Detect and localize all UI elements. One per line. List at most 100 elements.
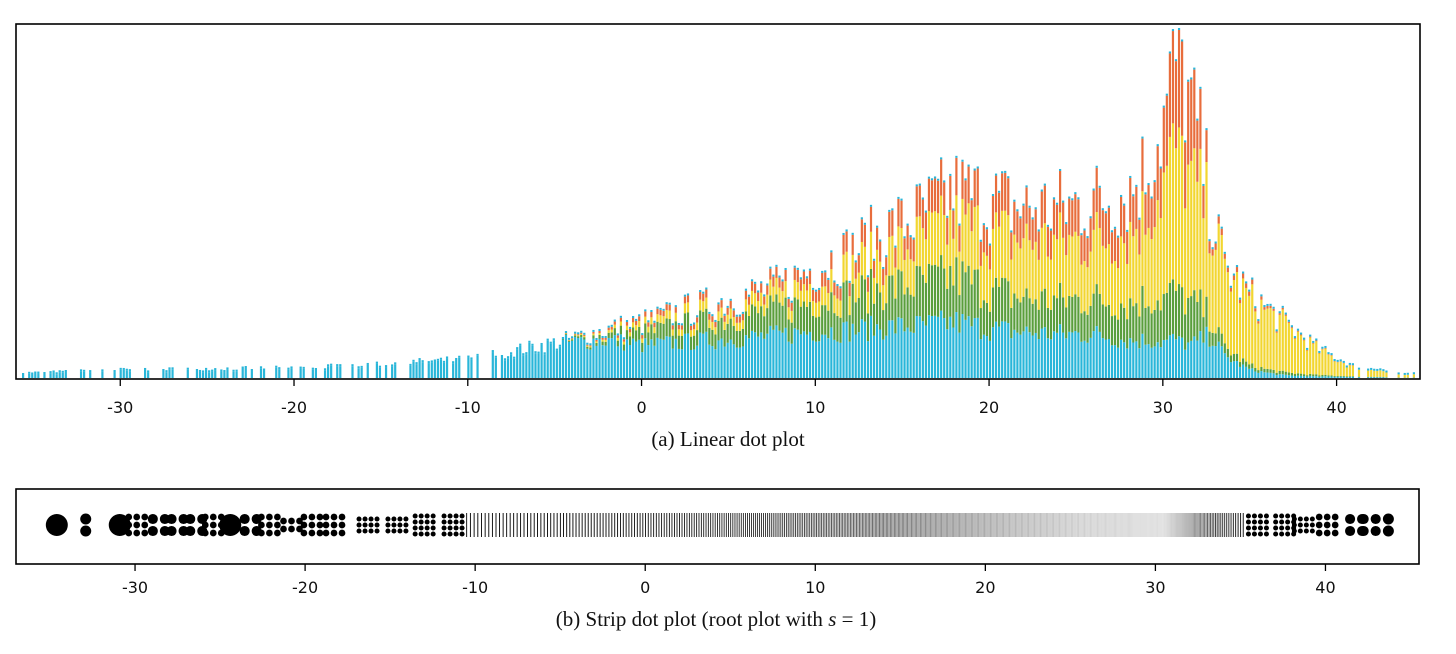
dot-stack-segment	[366, 364, 369, 378]
dot-stack-segment	[836, 298, 839, 316]
dot-stack-segment	[1019, 302, 1022, 335]
dot-stack-segment	[1324, 347, 1327, 349]
dot-stack-segment	[491, 352, 494, 378]
dot-stack-segment	[1242, 358, 1245, 365]
dot-stack-segment	[1138, 219, 1141, 255]
dot-stack-cap	[128, 369, 131, 372]
x-tick-label: -30	[107, 398, 133, 417]
dot-stack-cap	[384, 365, 388, 368]
dot-stack-segment	[1046, 338, 1049, 378]
dot-stack-segment	[226, 369, 229, 378]
dot-stack-cap	[1028, 205, 1031, 208]
dot-stack-segment	[336, 366, 339, 378]
dot-stack-segment	[1370, 369, 1373, 377]
dot-stack-cap	[1324, 345, 1327, 348]
dot-stack-segment	[1278, 374, 1281, 378]
dot-stack-segment	[323, 370, 327, 378]
dot-stack-segment	[879, 329, 882, 378]
dot-stack-segment	[1174, 61, 1178, 149]
dot-stack-segment	[872, 335, 876, 378]
dot-stack-segment	[1379, 377, 1382, 378]
dot-stack-segment	[412, 361, 415, 378]
dot-stack-segment	[1211, 255, 1214, 333]
dot-stack-segment	[741, 313, 744, 321]
dot-stack-segment	[1098, 187, 1101, 228]
dot-stack-segment	[1086, 238, 1089, 268]
dot-stack-segment	[750, 281, 754, 291]
dot-stack-segment	[815, 341, 818, 378]
dot-stack-segment	[58, 372, 61, 378]
dot-stack-segment	[836, 315, 839, 342]
dot-stack-cap	[738, 314, 741, 317]
dot-stack-cap	[723, 313, 726, 316]
dot-stack-segment	[1312, 342, 1315, 344]
dot-stack-segment	[1055, 239, 1059, 299]
dot-stack-segment	[1141, 191, 1144, 286]
dot-stack-segment	[1168, 335, 1171, 378]
dot-stack-segment	[1101, 304, 1104, 339]
dot-stack-segment	[1177, 284, 1181, 337]
dot-stack-cap	[888, 209, 891, 212]
dot-stack-segment	[1303, 376, 1306, 378]
dot-stack-segment	[1001, 321, 1004, 378]
dot-stack-cap	[869, 204, 873, 207]
dot-stack-segment	[891, 210, 894, 236]
dot-stack-segment	[854, 278, 857, 303]
dot-stack-segment	[1269, 369, 1272, 373]
strip-dot	[258, 529, 265, 537]
dot-stack-segment	[830, 292, 833, 328]
dot-stack-cap	[1403, 372, 1406, 375]
dot-stack-segment	[967, 203, 970, 266]
dot-stack-cap	[525, 352, 528, 355]
dot-stack-segment	[1266, 308, 1269, 369]
dot-stack-segment	[918, 216, 921, 267]
dot-stack-segment	[802, 301, 805, 332]
dot-stack-segment	[683, 296, 687, 304]
dot-stack-segment	[1187, 342, 1190, 378]
dot-stack-segment	[943, 318, 946, 378]
dot-stack-segment	[1193, 148, 1196, 291]
dot-stack-segment	[1092, 293, 1095, 332]
dot-stack-cap	[799, 277, 802, 280]
dot-stack-cap	[805, 276, 809, 279]
strip-dot-plot-caption: (b) Strip dot plot (root plot with s = 1…	[556, 607, 876, 631]
dot-stack-segment	[577, 335, 580, 337]
dot-stack-segment	[1123, 307, 1126, 343]
dot-stack-segment	[1077, 332, 1080, 378]
dot-stack-segment	[982, 252, 985, 301]
dot-stack-segment	[1074, 231, 1077, 295]
dot-stack-segment	[1376, 370, 1379, 377]
dot-stack-segment	[503, 360, 507, 378]
strip-dot	[1297, 516, 1303, 522]
dot-stack-segment	[848, 296, 851, 316]
dot-stack-segment	[894, 267, 897, 299]
dot-stack-segment	[531, 345, 534, 378]
dot-stack-cap	[1223, 251, 1226, 254]
strip-dot	[1245, 525, 1251, 531]
dot-stack-cap	[991, 194, 995, 197]
dot-stack-cap	[580, 330, 583, 333]
dot-stack-segment	[659, 309, 662, 316]
dot-stack-segment	[1370, 377, 1373, 378]
dot-stack-segment	[1220, 333, 1223, 347]
dot-stack-cap	[214, 368, 217, 371]
dot-stack-segment	[827, 279, 830, 294]
dot-stack-segment	[1232, 361, 1236, 378]
dot-stack-segment	[933, 178, 937, 212]
dot-stack-segment	[1272, 373, 1275, 378]
strip-dot	[430, 531, 436, 537]
dot-stack-segment	[662, 339, 665, 378]
dot-stack-segment	[1406, 374, 1409, 378]
dot-stack-segment	[610, 326, 613, 330]
dot-stack-segment	[775, 266, 778, 278]
dot-stack-cap	[1156, 144, 1159, 147]
dot-stack-cap	[702, 291, 705, 294]
dot-stack-segment	[522, 355, 525, 378]
dot-stack-cap	[876, 225, 879, 228]
dot-stack-segment	[601, 341, 604, 346]
dot-stack-segment	[1135, 228, 1138, 304]
dot-stack-segment	[1098, 331, 1101, 378]
strip-dot	[266, 513, 273, 521]
dot-stack-segment	[930, 265, 934, 317]
dot-stack-segment	[1059, 282, 1062, 325]
